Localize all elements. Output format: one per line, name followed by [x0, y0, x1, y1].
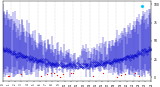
Point	[40, 76, 43, 77]
Point	[46, 73, 48, 75]
Point	[92, 75, 94, 76]
Point	[56, 74, 59, 75]
Point	[124, 73, 126, 74]
Point	[134, 72, 136, 73]
Point	[50, 72, 52, 73]
Point	[70, 72, 73, 74]
Point	[20, 74, 22, 75]
Point	[53, 72, 56, 74]
Point	[141, 5, 143, 7]
Point	[102, 72, 104, 74]
Point	[8, 76, 10, 77]
Point	[62, 74, 64, 75]
Point	[72, 72, 74, 74]
Point	[7, 75, 10, 76]
Point	[116, 77, 118, 78]
Point	[120, 74, 123, 75]
Point	[138, 76, 140, 77]
Point	[59, 77, 61, 78]
